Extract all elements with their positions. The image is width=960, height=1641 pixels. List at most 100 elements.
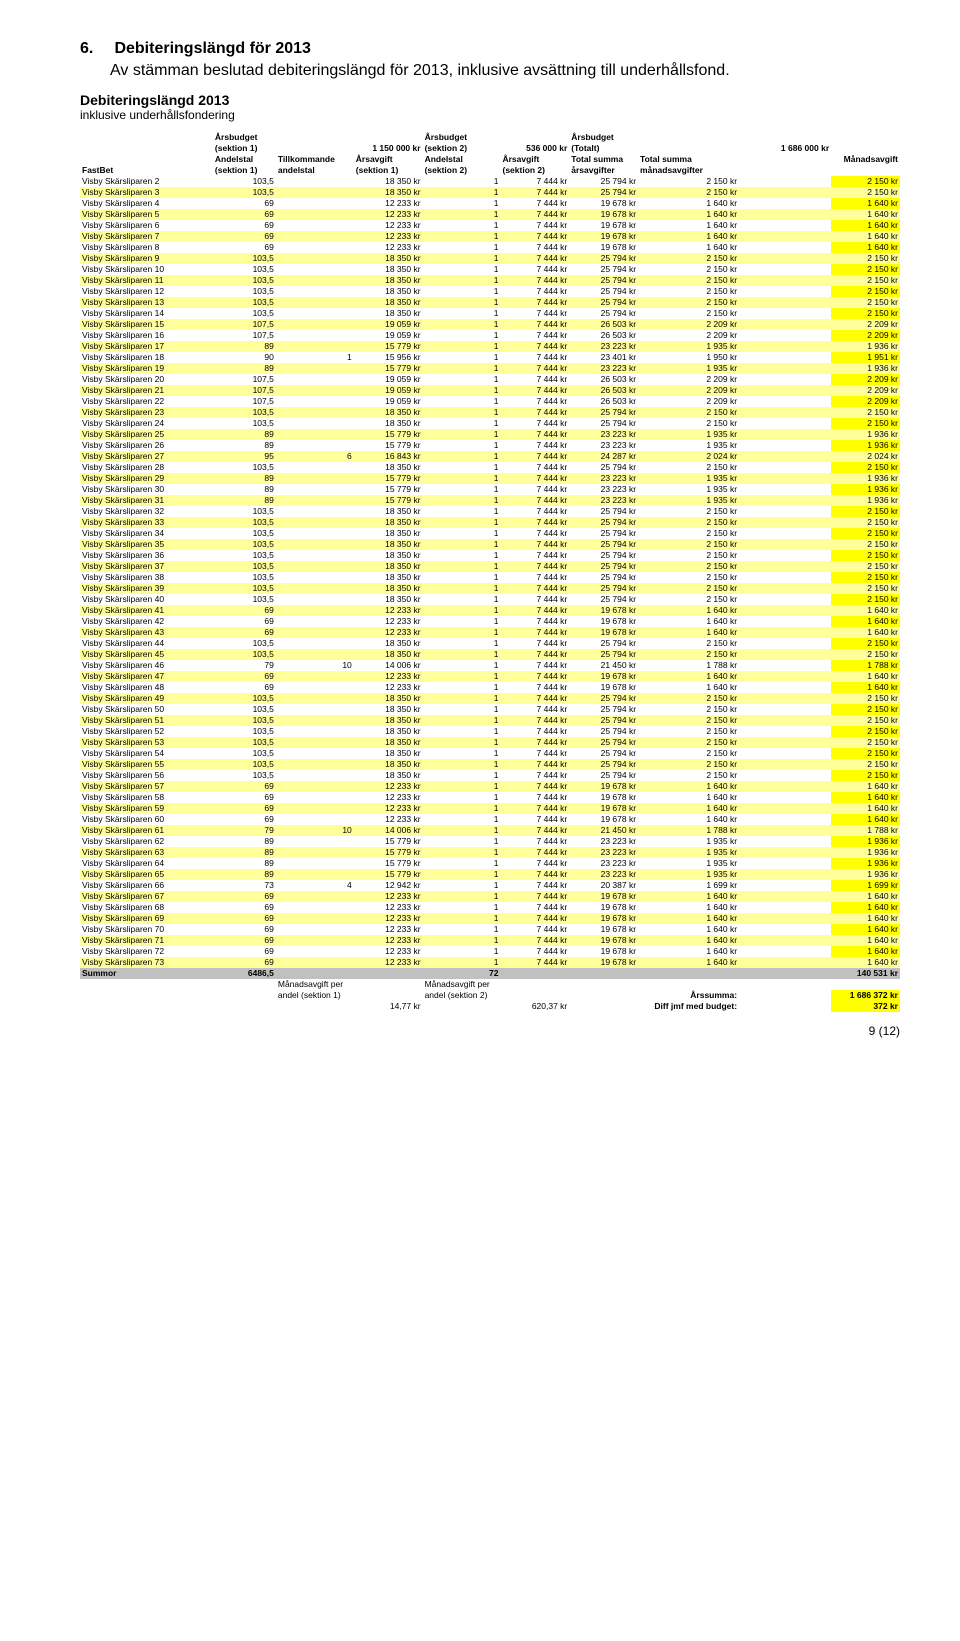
cell-arsavgift-s2: 7 444 kr [500, 792, 569, 803]
cell-name: Visby Skärsliparen 27 [80, 451, 213, 462]
cell-totalmanad: 2 150 kr [638, 561, 739, 572]
cell-name: Visby Skärsliparen 65 [80, 869, 213, 880]
cell-arsavgift-s1: 19 059 kr [354, 374, 423, 385]
cell-arsavgift-s2: 7 444 kr [500, 748, 569, 759]
cell-name: Visby Skärsliparen 62 [80, 836, 213, 847]
cell-name: Visby Skärsliparen 32 [80, 506, 213, 517]
cell-andelstal-s2: 1 [423, 682, 501, 693]
cell-totalmanad: 1 788 kr [638, 660, 739, 671]
cell-arsavgift-s2: 7 444 kr [500, 407, 569, 418]
cell-arsavgift-s2: 7 444 kr [500, 253, 569, 264]
table-row: Visby Skärsliparen 38103,518 350 kr17 44… [80, 572, 900, 583]
sum-manadsavgift: 140 531 kr [831, 968, 900, 979]
cell-totalsumma: 19 678 kr [569, 924, 638, 935]
cell-arsavgift-s2: 7 444 kr [500, 869, 569, 880]
cell-name: Visby Skärsliparen 49 [80, 693, 213, 704]
table-row: Visby Skärsliparen 66912 233 kr17 444 kr… [80, 220, 900, 231]
cell-arsavgift-s2: 7 444 kr [500, 462, 569, 473]
cell-totalmanad: 1 935 kr [638, 836, 739, 847]
cell-andelstal-s2: 1 [423, 429, 501, 440]
cell-name: Visby Skärsliparen 63 [80, 847, 213, 858]
table-row: Visby Skärsliparen 658915 779 kr17 444 k… [80, 869, 900, 880]
cell-andelstal-s2: 1 [423, 825, 501, 836]
cell-manadsavgift: 2 150 kr [831, 462, 900, 473]
cell-manadsavgift: 2 150 kr [831, 297, 900, 308]
cell-totalsumma: 23 223 kr [569, 440, 638, 451]
cell-andelstal-s2: 1 [423, 869, 501, 880]
cell-name: Visby Skärsliparen 14 [80, 308, 213, 319]
cell-name: Visby Skärsliparen 50 [80, 704, 213, 715]
cell-name: Visby Skärsliparen 57 [80, 781, 213, 792]
cell-totalmanad: 1 950 kr [638, 352, 739, 363]
cell-tillkommande [276, 858, 354, 869]
cell-totalmanad: 2 150 kr [638, 583, 739, 594]
cell-totalmanad: 2 209 kr [638, 319, 739, 330]
cell-andelstal: 103,5 [213, 704, 276, 715]
cell-arsavgift-s1: 18 350 kr [354, 583, 423, 594]
col-arsbudget: Årsbudget [569, 132, 638, 143]
cell-manadsavgift: 2 150 kr [831, 726, 900, 737]
cell-manadsavgift: 1 936 kr [831, 847, 900, 858]
cell-andelstal: 95 [213, 451, 276, 462]
cell-tillkommande [276, 770, 354, 781]
cell-andelstal: 69 [213, 935, 276, 946]
cell-totalmanad: 2 150 kr [638, 748, 739, 759]
col-andelstal-sub: andelstal [276, 165, 354, 176]
table-row: Visby Skärsliparen 56912 233 kr17 444 kr… [80, 209, 900, 220]
cell-tillkommande [276, 616, 354, 627]
cell-arsavgift-s2: 7 444 kr [500, 682, 569, 693]
cell-andelstal-s2: 1 [423, 957, 501, 968]
table-row: Visby Skärsliparen 15107,519 059 kr17 44… [80, 319, 900, 330]
cell-tillkommande [276, 528, 354, 539]
cell-totalsumma: 26 503 kr [569, 319, 638, 330]
cell-totalsumma: 19 678 kr [569, 957, 638, 968]
cell-tillkommande [276, 341, 354, 352]
cell-arsavgift-s2: 7 444 kr [500, 517, 569, 528]
cell-arsavgift-s2: 7 444 kr [500, 528, 569, 539]
cell-totalmanad: 2 150 kr [638, 517, 739, 528]
cell-andelstal: 69 [213, 913, 276, 924]
cell-totalsumma: 19 678 kr [569, 616, 638, 627]
cell-tillkommande [276, 583, 354, 594]
table-row: Visby Skärsliparen 1890115 956 kr17 444 … [80, 352, 900, 363]
cell-totalsumma: 23 223 kr [569, 836, 638, 847]
cell-name: Visby Skärsliparen 36 [80, 550, 213, 561]
table-row: Visby Skärsliparen 61791014 006 kr17 444… [80, 825, 900, 836]
cell-totalsumma: 25 794 kr [569, 297, 638, 308]
cell-totalsumma: 19 678 kr [569, 231, 638, 242]
cell-name: Visby Skärsliparen 12 [80, 286, 213, 297]
cell-andelstal-s2: 1 [423, 792, 501, 803]
cell-totalmanad: 1 935 kr [638, 341, 739, 352]
cell-totalsumma: 25 794 kr [569, 286, 638, 297]
cell-arsavgift-s2: 7 444 kr [500, 605, 569, 616]
cell-manadsavgift: 2 150 kr [831, 561, 900, 572]
cell-name: Visby Skärsliparen 25 [80, 429, 213, 440]
cell-andelstal-s2: 1 [423, 803, 501, 814]
cell-totalmanad: 2 150 kr [638, 638, 739, 649]
cell-totalsumma: 25 794 kr [569, 649, 638, 660]
table-row: Visby Skärsliparen 2795616 843 kr17 444 … [80, 451, 900, 462]
col-sektion2: (sektion 2) [423, 143, 501, 154]
cell-totalmanad: 2 150 kr [638, 297, 739, 308]
cell-tillkommande [276, 242, 354, 253]
cell-name: Visby Skärsliparen 71 [80, 935, 213, 946]
val-s2: 536 000 kr [500, 143, 569, 154]
cell-arsavgift-s2: 7 444 kr [500, 770, 569, 781]
cell-totalmanad: 1 935 kr [638, 847, 739, 858]
cell-tillkommande [276, 187, 354, 198]
cell-andelstal-s2: 1 [423, 451, 501, 462]
cell-manadsavgift: 2 150 kr [831, 275, 900, 286]
table-row: Visby Skärsliparen 76912 233 kr17 444 kr… [80, 231, 900, 242]
cell-totalsumma: 19 678 kr [569, 891, 638, 902]
cell-totalmanad: 1 935 kr [638, 495, 739, 506]
cell-tillkommande [276, 330, 354, 341]
cell-andelstal-s2: 1 [423, 396, 501, 407]
table-row: Visby Skärsliparen 198915 779 kr17 444 k… [80, 363, 900, 374]
cell-totalmanad: 2 209 kr [638, 330, 739, 341]
table-row: Visby Skärsliparen 44103,518 350 kr17 44… [80, 638, 900, 649]
table-row: Visby Skärsliparen 11103,518 350 kr17 44… [80, 275, 900, 286]
cell-totalsumma: 25 794 kr [569, 583, 638, 594]
cell-arsavgift-s1: 15 779 kr [354, 429, 423, 440]
cell-arsavgift-s2: 7 444 kr [500, 418, 569, 429]
cell-arsavgift-s2: 7 444 kr [500, 319, 569, 330]
